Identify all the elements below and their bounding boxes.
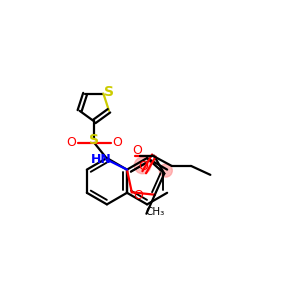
Text: HN: HN [91,153,112,166]
Circle shape [159,164,172,177]
Text: O: O [138,160,148,173]
Circle shape [134,157,151,174]
Text: O: O [133,189,143,202]
Text: O: O [67,136,76,149]
Text: O: O [133,144,142,157]
Text: CH₃: CH₃ [146,207,165,217]
Text: S: S [89,134,99,148]
Text: O: O [112,136,122,149]
Text: S: S [104,85,114,99]
